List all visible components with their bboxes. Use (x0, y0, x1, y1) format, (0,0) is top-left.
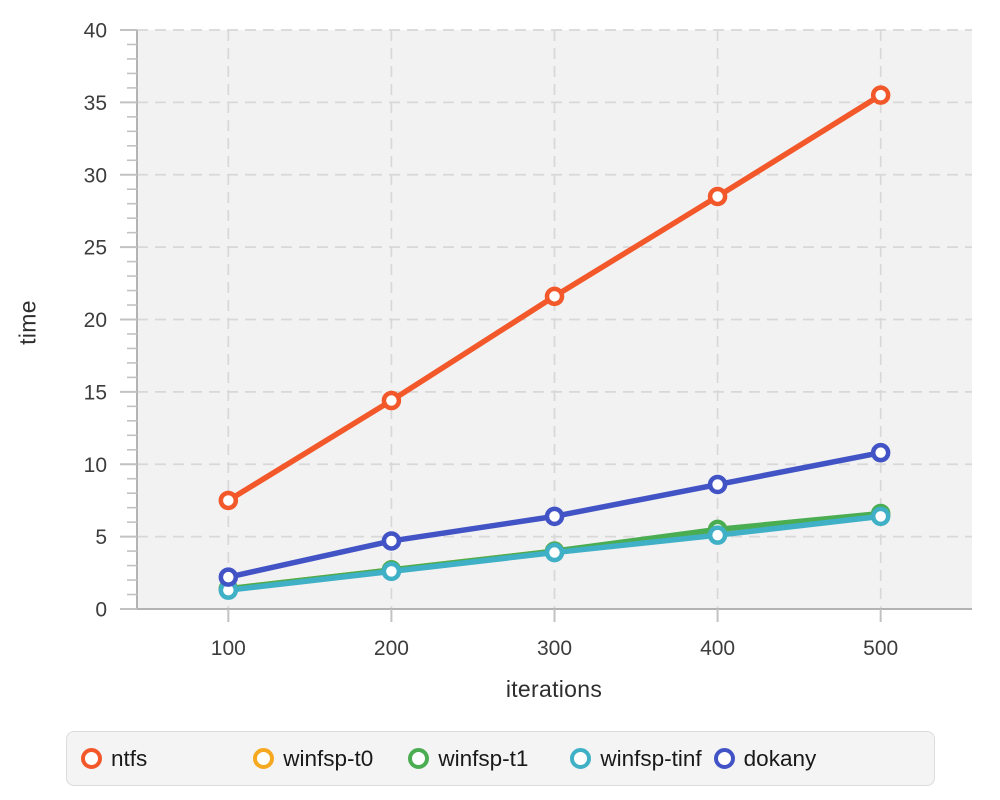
line-chart-plot: 0 5 10 15 20 25 30 35 40 100 200 300 400 500 (84, 20, 972, 660)
svg-text:35: 35 (84, 92, 107, 115)
legend-label: ntfs (111, 745, 148, 771)
svg-text:100: 100 (211, 637, 246, 660)
svg-text:300: 300 (537, 637, 572, 660)
legend-label: dokany (743, 745, 817, 771)
svg-text:15: 15 (84, 381, 107, 404)
chart-legend: ntfs winfsp-t0 winfsp-t1 winfsp-tinf dok… (66, 731, 935, 786)
svg-text:5: 5 (95, 526, 107, 549)
legend-item-dokany[interactable]: dokany (713, 745, 817, 772)
legend-label: winfsp-tinf (600, 745, 702, 771)
legend-item-winfsp-tinf[interactable]: winfsp-tinf (570, 745, 702, 772)
y-axis-title: time (15, 33, 42, 613)
x-axis-title-text: iterations (505, 676, 603, 702)
legend-label: winfsp-t0 (283, 745, 374, 771)
svg-text:200: 200 (374, 637, 409, 660)
legend-marker-circle-icon (253, 748, 275, 769)
svg-text:20: 20 (84, 309, 107, 332)
y-axis-title-text: time (14, 300, 41, 345)
svg-text:30: 30 (84, 164, 107, 187)
legend-item-winfsp-t1[interactable]: winfsp-t1 (408, 746, 528, 772)
legend-marker-circle-icon (408, 748, 430, 769)
svg-text:500: 500 (863, 637, 898, 660)
legend-item-ntfs[interactable]: ntfs (81, 746, 147, 772)
svg-text:25: 25 (84, 237, 107, 260)
svg-text:40: 40 (84, 20, 107, 43)
svg-text:10: 10 (84, 454, 107, 477)
legend-marker-circle-icon (713, 748, 735, 769)
legend-marker-circle-icon (570, 748, 592, 769)
legend-label: winfsp-t1 (438, 745, 529, 771)
svg-text:400: 400 (700, 637, 735, 660)
x-axis-title: iterations (0, 676, 1000, 703)
legend-item-winfsp-t0[interactable]: winfsp-t0 (253, 746, 373, 772)
legend-marker-circle-icon (81, 748, 102, 769)
svg-text:0: 0 (95, 599, 107, 622)
